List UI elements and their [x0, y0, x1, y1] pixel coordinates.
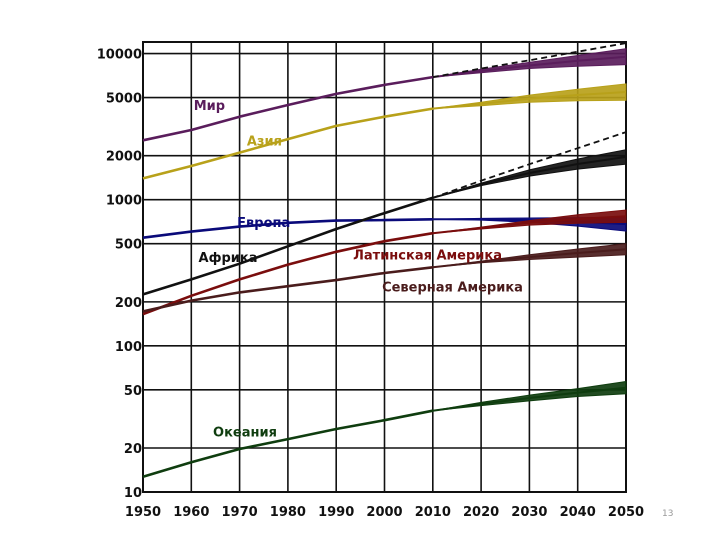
series-0-label: Мир — [194, 99, 225, 114]
series-2-label: Европа — [237, 216, 290, 231]
x-tick-2030: 2030 — [511, 505, 547, 520]
x-tick-2040: 2040 — [560, 505, 596, 520]
series-4-line — [142, 231, 434, 316]
series-3-high-variant — [432, 131, 627, 199]
x-tick-2020: 2020 — [463, 505, 499, 520]
y-tick-10: 10 — [124, 486, 142, 501]
y-tick-50: 50 — [124, 384, 142, 399]
series-1-projection-line — [432, 91, 627, 110]
x-tick-1960: 1960 — [173, 505, 209, 520]
series-3-line — [142, 196, 434, 296]
series-5-label: Северная Америка — [382, 281, 523, 296]
y-tick-200: 200 — [115, 296, 142, 311]
series-lines — [142, 75, 434, 479]
y-tick-2000: 2000 — [106, 150, 142, 165]
projection-bands — [432, 42, 627, 412]
series-3-projection-line — [432, 155, 627, 199]
y-tick-100: 100 — [115, 340, 142, 355]
series-6-projection-line — [432, 386, 627, 412]
series-0-projection-line — [432, 55, 627, 79]
series-5-line — [142, 266, 433, 313]
y-tick-500: 500 — [115, 238, 142, 253]
series-0-high-variant — [432, 42, 627, 78]
page-number: 13 — [662, 509, 674, 519]
x-tick-2050: 2050 — [608, 505, 644, 520]
y-tick-10000: 10000 — [97, 48, 142, 63]
series-2-line — [142, 218, 433, 239]
x-tick-1970: 1970 — [222, 505, 258, 520]
series-3-label: Африка — [199, 251, 258, 266]
series-4-label: Латинская Америка — [353, 248, 502, 263]
series-1-label: Азия — [247, 134, 282, 149]
x-tick-2000: 2000 — [366, 505, 402, 520]
series-labels: Мир Азия Европа Африка Латинская Америка Севе… — [194, 99, 523, 440]
x-tick-1990: 1990 — [318, 505, 354, 520]
y-tick-5000: 5000 — [106, 92, 142, 107]
series-1-line — [142, 107, 434, 180]
x-tick-1980: 1980 — [270, 505, 306, 520]
series-0-line — [142, 75, 434, 142]
x-tick-2010: 2010 — [415, 505, 451, 520]
series-5-projection-line — [432, 248, 627, 269]
series-4-projection-line — [432, 215, 627, 235]
series-6-line — [142, 409, 434, 479]
y-tick-1000: 1000 — [106, 194, 142, 209]
tick-labels: 1950 1960 1970 1980 1990 2000 2010 2020 2030 2040… — [97, 48, 644, 520]
grid-lines — [142, 41, 627, 493]
y-tick-20: 20 — [124, 442, 142, 457]
series-6-label: Океания — [213, 425, 277, 440]
x-tick-1950: 1950 — [125, 505, 161, 520]
